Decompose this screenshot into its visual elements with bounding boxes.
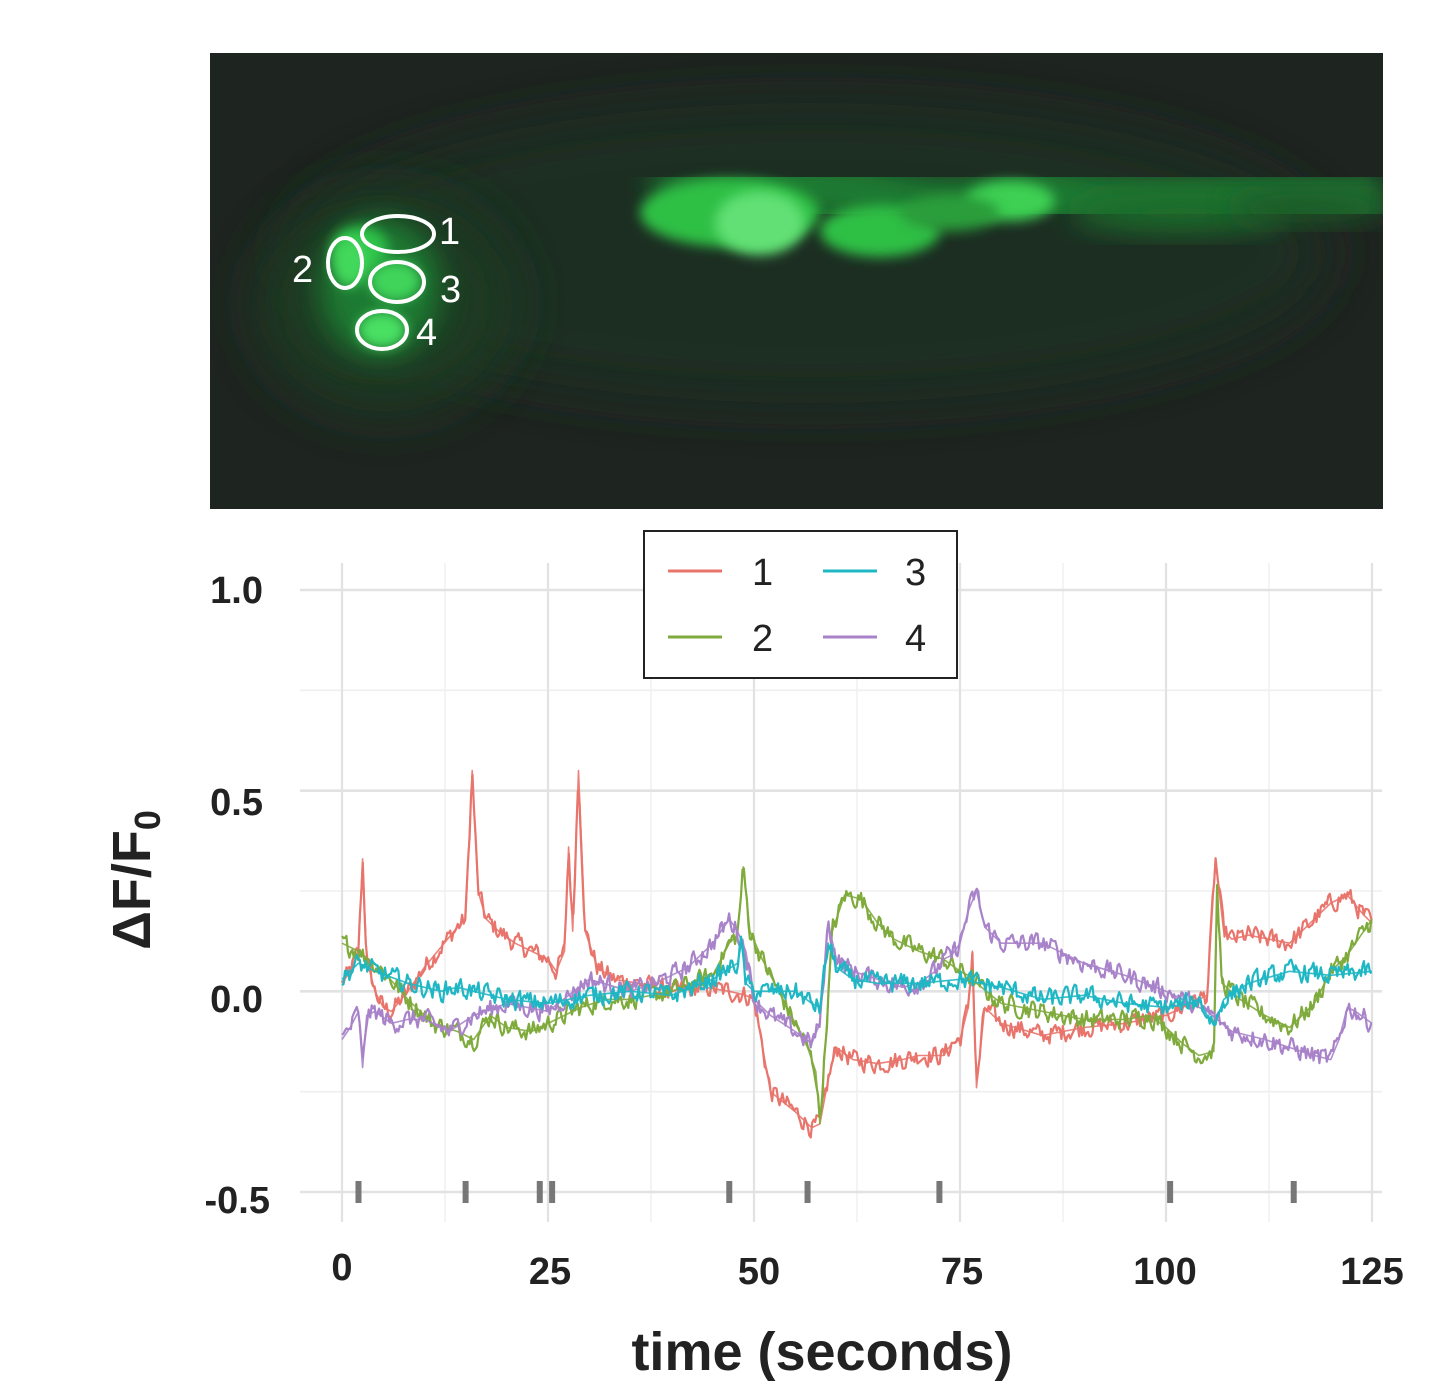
y-tick-label-minus-0.5: -0.5 <box>205 1180 270 1222</box>
roi-outline-3 <box>368 260 426 304</box>
legend-label-3: 3 <box>905 552 926 594</box>
event-mark-4 <box>726 1181 733 1203</box>
legend: 1 2 3 4 <box>643 530 958 679</box>
event-mark-1 <box>462 1181 469 1203</box>
y-tick-label-1.0: 1.0 <box>210 570 263 612</box>
roi-label-2: 2 <box>292 249 313 291</box>
roi-outline-4 <box>355 309 409 351</box>
event-mark-6 <box>936 1181 943 1203</box>
y-axis-title-group: ΔF/F0 <box>102 810 168 950</box>
grid-minor <box>300 563 1382 1222</box>
legend-label-4: 4 <box>905 618 926 660</box>
event-mark-7 <box>1167 1181 1174 1203</box>
series-lines <box>341 769 1373 1139</box>
legend-box <box>643 530 958 679</box>
y-axis-title: ΔF/F0 <box>102 810 168 950</box>
roi-label-4: 4 <box>416 312 437 354</box>
event-mark-0 <box>355 1181 362 1203</box>
series-keyline-3 <box>341 942 1373 1025</box>
legend-label-2: 2 <box>752 618 773 660</box>
legend-label-1: 1 <box>752 552 773 594</box>
y-tick-labels: 1.0 0.5 0.0 -0.5 <box>205 570 270 1222</box>
x-tick-label-50: 50 <box>738 1251 780 1293</box>
x-axis-title: time (seconds) <box>631 1322 1012 1382</box>
x-tick-label-75: 75 <box>941 1251 983 1293</box>
series-keyline-2 <box>341 866 1373 1125</box>
x-tick-label-25: 25 <box>529 1251 571 1293</box>
event-mark-2 <box>536 1181 543 1203</box>
series-line-2 <box>341 867 1373 1119</box>
event-mark-8 <box>1290 1181 1297 1203</box>
event-mark-5 <box>804 1181 811 1203</box>
x-tick-label-0: 0 <box>331 1247 352 1289</box>
event-marks <box>355 1181 1297 1203</box>
y-tick-label-0.0: 0.0 <box>210 979 263 1021</box>
event-mark-3 <box>549 1181 556 1203</box>
roi-outline-1 <box>360 214 436 254</box>
x-tick-label-125: 125 <box>1340 1251 1403 1293</box>
y-tick-label-0.5: 0.5 <box>210 782 263 824</box>
roi-label-3: 3 <box>440 269 461 311</box>
x-tick-label-100: 100 <box>1133 1251 1196 1293</box>
roi-outline-2 <box>326 236 364 290</box>
x-tick-labels: 0 25 50 75 100 125 <box>331 1247 1403 1293</box>
roi-label-1: 1 <box>439 211 460 253</box>
microscopy-image: 1 2 3 4 <box>210 53 1383 509</box>
